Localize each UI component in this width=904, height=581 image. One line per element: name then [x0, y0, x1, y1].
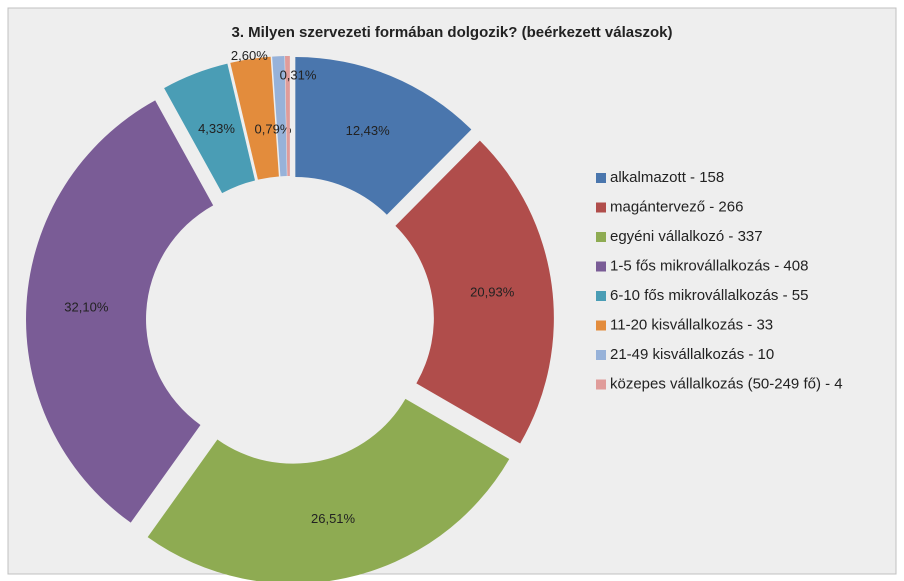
- legend-label: közepes vállalkozás (50-249 fő) - 4: [610, 375, 843, 392]
- legend-label: 1-5 fős mikrovállalkozás - 408: [610, 257, 808, 274]
- data-label: 26,51%: [311, 511, 356, 526]
- donut-slice: [284, 56, 290, 177]
- data-label: 0,79%: [255, 122, 292, 137]
- legend-swatch: [596, 202, 606, 213]
- legend-label: magántervező - 266: [610, 198, 743, 215]
- legend-swatch: [596, 232, 606, 242]
- data-label: 0,31%: [280, 67, 317, 82]
- donut-slice: [230, 56, 279, 180]
- legend-swatch: [596, 291, 606, 301]
- legend-swatch: [596, 173, 606, 183]
- data-label: 4,33%: [198, 121, 235, 136]
- data-label: 32,10%: [64, 300, 109, 315]
- donut-slice: [295, 57, 472, 215]
- legend-label: egyéni vállalkozó - 337: [610, 228, 763, 245]
- legend-swatch: [596, 379, 606, 390]
- legend-swatch: [596, 261, 606, 272]
- legend-label: alkalmazott - 158: [610, 169, 724, 186]
- donut-slice: [272, 56, 287, 177]
- legend-label: 6-10 fős mikrovállalkozás - 55: [610, 287, 808, 304]
- legend-label: 11-20 kisvállalkozás - 33: [610, 316, 773, 333]
- donut-slice: [147, 398, 510, 581]
- donut-slice: [395, 140, 554, 444]
- data-label: 20,93%: [470, 285, 515, 300]
- data-label: 2,60%: [231, 48, 268, 63]
- donut-slice: [26, 100, 214, 523]
- data-label: 12,43%: [346, 123, 391, 138]
- chart-title: 3. Milyen szervezeti formában dolgozik? …: [232, 24, 673, 41]
- donut-slice: [164, 63, 256, 194]
- legend-swatch: [596, 320, 606, 331]
- legend-swatch: [596, 350, 606, 360]
- legend-label: 21-49 kisvállalkozás - 10: [610, 346, 774, 363]
